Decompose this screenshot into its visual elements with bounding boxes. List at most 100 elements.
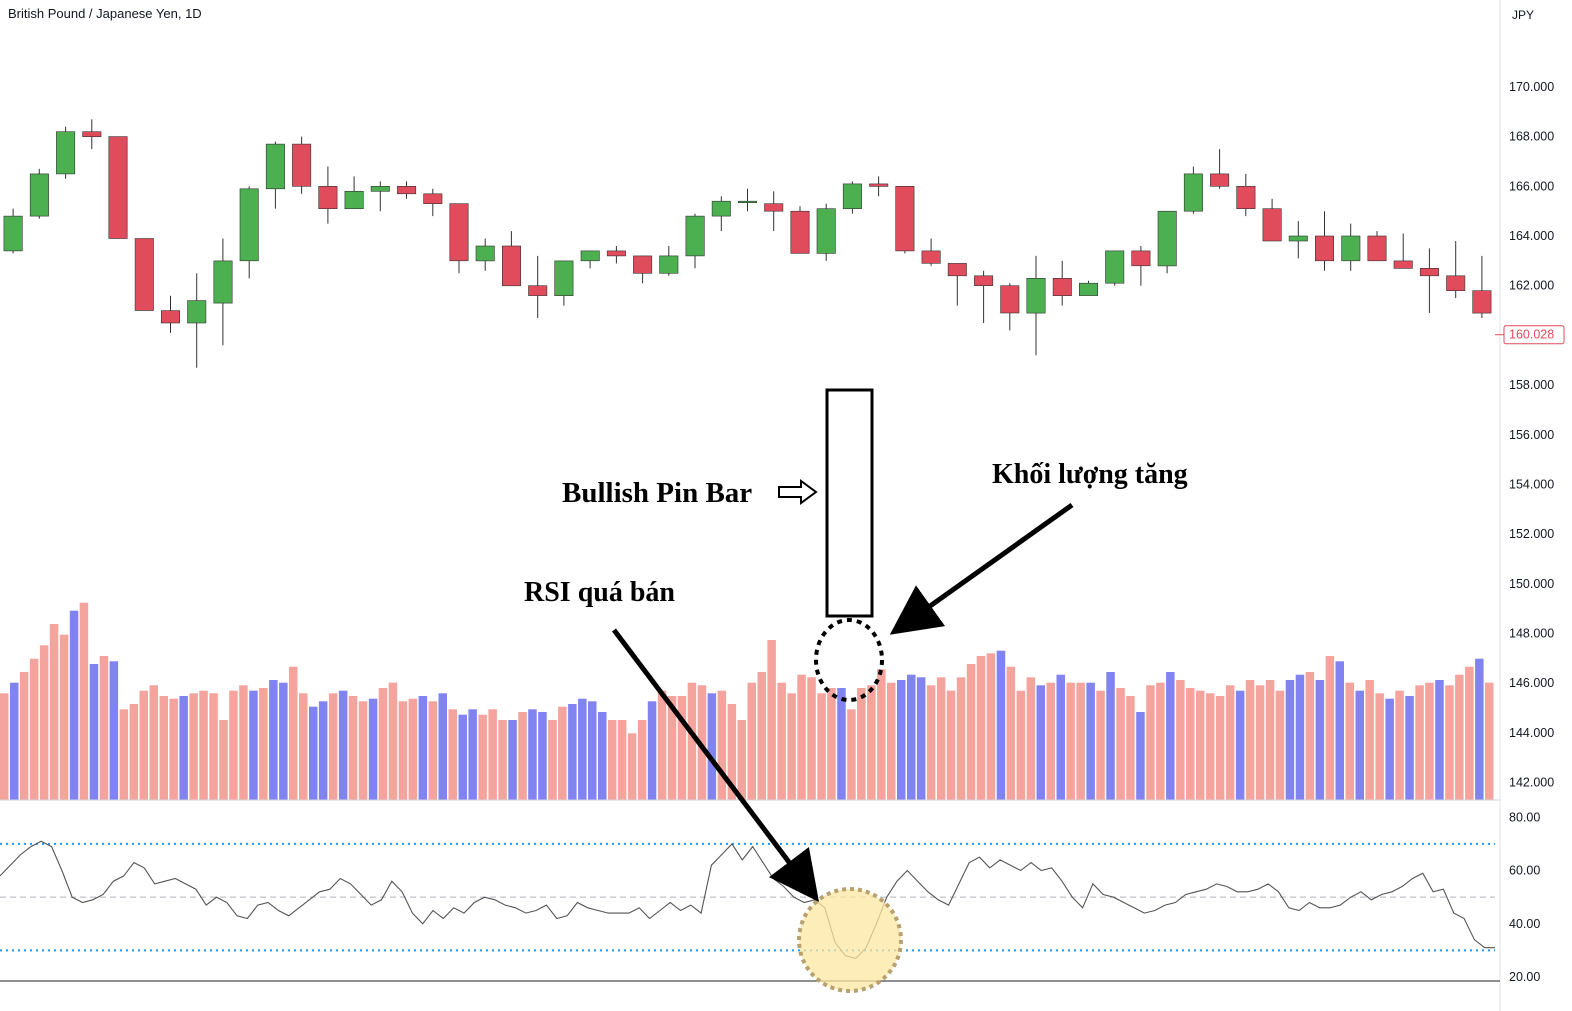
volume-bar [1235, 690, 1245, 800]
candle-body [816, 208, 836, 254]
candle-body [1183, 173, 1203, 212]
volume-bar [1445, 685, 1454, 800]
volume-bar [887, 682, 896, 800]
rsi-arrow-icon [612, 628, 820, 902]
price-tick-label: 158.000 [1509, 378, 1554, 392]
volume-bar [1215, 696, 1225, 800]
volume-bar [1245, 680, 1255, 800]
volume-bar [388, 682, 398, 800]
volume-bar [857, 688, 866, 800]
currency-label[interactable]: JPY [1512, 8, 1535, 22]
volume-bar [1146, 685, 1155, 800]
volume-bar [1435, 680, 1444, 800]
volume-bar [159, 696, 168, 800]
candle-body [134, 238, 154, 311]
volume-bar [1136, 712, 1145, 800]
volume-bar [837, 688, 846, 800]
volume-bar [189, 693, 198, 800]
volume-bar [49, 624, 59, 800]
candle-body [449, 203, 469, 262]
volume-bar [299, 693, 308, 800]
volume-bar [368, 698, 378, 800]
volume-bar [1056, 674, 1065, 800]
volume-bar [1156, 682, 1165, 800]
candle-body [737, 200, 757, 203]
volume-bar [588, 701, 597, 800]
price-tick-label: 152.000 [1509, 527, 1554, 541]
volume-bar [1066, 682, 1075, 800]
rsi-tick-label: 60.00 [1509, 864, 1540, 878]
volume-bar [119, 709, 129, 800]
price-tick-label: 168.000 [1509, 130, 1554, 144]
volume-label: Khối lượng tăng [992, 459, 1188, 490]
volume-bar [398, 701, 408, 800]
volume-bar [1225, 685, 1235, 800]
volume-bar [966, 664, 976, 800]
volume-bar [956, 677, 966, 800]
volume-bar [149, 685, 158, 800]
rsi-tick-label: 20.00 [1509, 970, 1540, 984]
volume-bar [647, 701, 657, 800]
volume-bar [677, 696, 687, 800]
volume-bar [0, 693, 9, 800]
candlesticks [3, 119, 1492, 368]
volume-bar [897, 680, 906, 800]
volume-bar [1415, 685, 1424, 800]
candle-body [633, 255, 653, 274]
volume-bar [109, 661, 119, 800]
volume-bar [229, 690, 238, 800]
last-price-badge [1503, 325, 1565, 345]
volume-bar [89, 664, 99, 800]
candle-body [711, 200, 731, 217]
volume-bar [986, 653, 996, 800]
volume-bar [169, 698, 178, 800]
candle-body [659, 255, 679, 274]
price-tick-label: 164.000 [1509, 229, 1554, 243]
volume-bar [627, 733, 637, 800]
volume-bar [408, 698, 418, 800]
volume-bar [1335, 661, 1344, 800]
price-tick-label: 156.000 [1509, 428, 1554, 442]
volume-bar [10, 682, 19, 800]
volume-bar [1196, 690, 1205, 800]
volume-bar [1186, 688, 1195, 800]
volume-bar [1086, 682, 1095, 800]
volume-bar [318, 701, 328, 800]
volume-bar [598, 712, 607, 800]
rsi-tick-label: 40.00 [1509, 917, 1540, 931]
candle-body [397, 186, 417, 195]
volume-bar [797, 674, 806, 800]
rsi-pane: 80.00 60.00 40.00 20.00 [0, 810, 1540, 984]
volume-bar [69, 610, 79, 800]
candle-body [1210, 173, 1230, 187]
candle-body [1131, 250, 1151, 267]
volume-bar [1485, 682, 1494, 800]
candle-body [56, 131, 76, 175]
volume-bar [946, 690, 956, 800]
volume-bar [209, 693, 218, 800]
volume-bar [448, 709, 457, 800]
price-axis[interactable]: 170.000 168.000 166.000 164.000 162.000 158.0… [1495, 0, 1565, 1011]
volume-bar [418, 696, 428, 800]
candle-body [947, 263, 967, 277]
volume-bar [578, 698, 587, 800]
price-tick-label: 162.000 [1509, 279, 1554, 293]
volume-bar [727, 704, 737, 800]
volume-bar [1076, 682, 1085, 800]
volume-bar [348, 696, 358, 800]
volume-bar [1325, 656, 1335, 800]
candle-body [1105, 250, 1125, 284]
candle-body [265, 143, 285, 190]
volume-bar [1475, 658, 1484, 800]
volume-bar [1126, 696, 1135, 800]
volume-bar [737, 720, 746, 800]
candle-body [344, 191, 364, 210]
volume-arrow-icon [889, 502, 1074, 635]
volume-bar [1255, 685, 1265, 800]
candle-body [475, 245, 495, 262]
price-tick-label: 166.000 [1509, 179, 1554, 193]
candle-body [764, 203, 784, 212]
volume-bar [1036, 685, 1045, 800]
volume-bar [29, 658, 39, 800]
